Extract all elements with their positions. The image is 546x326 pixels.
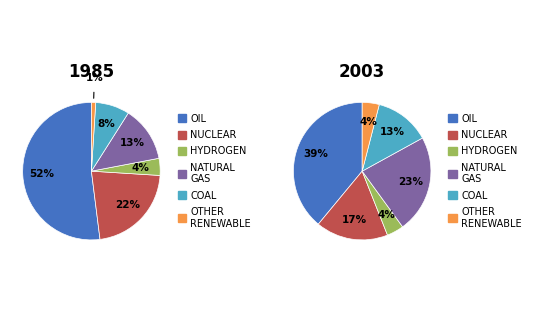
Text: 17%: 17% — [342, 215, 367, 225]
Text: 39%: 39% — [303, 149, 328, 159]
Legend: OIL, NUCLEAR, HYDROGEN, NATURAL
GAS, COAL, OTHER
RENEWABLE: OIL, NUCLEAR, HYDROGEN, NATURAL GAS, COA… — [176, 112, 253, 230]
Wedge shape — [91, 102, 128, 171]
Wedge shape — [318, 171, 388, 240]
Text: 4%: 4% — [359, 117, 377, 127]
Title: 2003: 2003 — [339, 63, 385, 81]
Text: 1%: 1% — [86, 73, 103, 83]
Wedge shape — [91, 113, 159, 171]
Wedge shape — [293, 102, 362, 224]
Wedge shape — [362, 171, 402, 235]
Wedge shape — [91, 102, 96, 171]
Wedge shape — [362, 105, 423, 171]
Text: 13%: 13% — [120, 138, 145, 148]
Wedge shape — [91, 158, 160, 175]
Text: 8%: 8% — [98, 119, 116, 129]
Text: 22%: 22% — [115, 200, 140, 210]
Text: 4%: 4% — [377, 210, 395, 219]
Text: 52%: 52% — [29, 169, 55, 179]
Legend: OIL, NUCLEAR, HYDROGEN, NATURAL
GAS, COAL, OTHER
RENEWABLE: OIL, NUCLEAR, HYDROGEN, NATURAL GAS, COA… — [447, 112, 524, 230]
Text: 23%: 23% — [398, 177, 423, 187]
Text: 13%: 13% — [380, 127, 405, 137]
Wedge shape — [22, 102, 100, 240]
Text: 4%: 4% — [132, 163, 150, 173]
Wedge shape — [362, 102, 379, 171]
Wedge shape — [91, 171, 160, 239]
Wedge shape — [362, 138, 431, 227]
Title: 1985: 1985 — [68, 63, 115, 81]
